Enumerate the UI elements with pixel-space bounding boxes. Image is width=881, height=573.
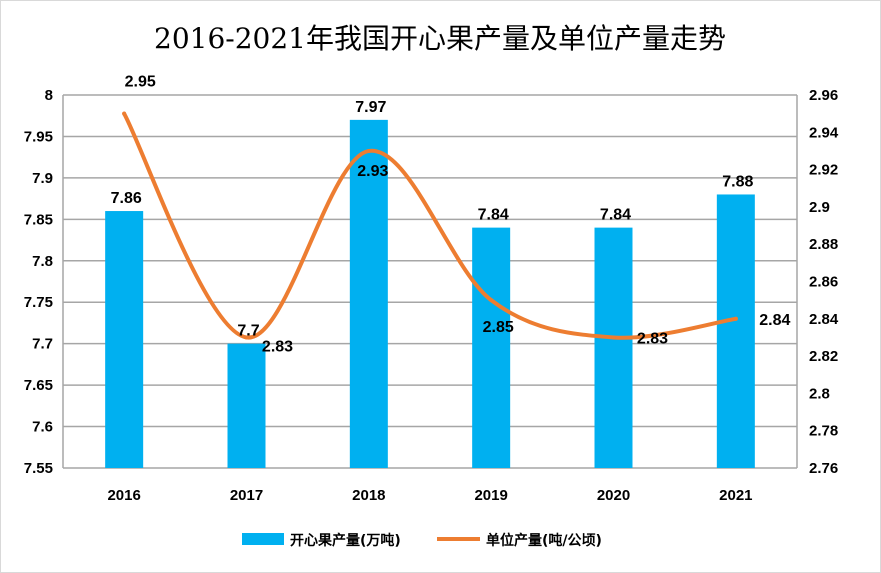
line-point-2017 (244, 335, 249, 340)
line-data-label: 2.84 (759, 312, 790, 329)
y-right-tick-label: 2.94 (809, 124, 839, 141)
y-right-tick-label: 2.96 (809, 87, 838, 104)
y-left-tick-label: 7.7 (32, 336, 53, 353)
y-right-tick-label: 2.92 (809, 162, 838, 179)
bar-data-label: 7.84 (600, 207, 631, 224)
y-left-tick-label: 7.55 (24, 460, 53, 477)
bar-data-label: 7.86 (111, 190, 142, 207)
line-point-2019 (489, 298, 494, 303)
y-left-tick-label: 8 (45, 87, 53, 104)
bar-2016 (105, 211, 144, 469)
y-right-tick-label: 2.78 (809, 423, 838, 440)
bar-2018 (349, 119, 388, 468)
line-data-label: 2.93 (357, 163, 388, 180)
y-left-tick-label: 7.9 (32, 170, 53, 187)
x-tick-label: 2021 (719, 487, 752, 504)
y-right-tick-label: 2.82 (809, 348, 838, 365)
line-point-2016 (122, 111, 127, 116)
x-tick-label: 2020 (597, 487, 630, 504)
y-left-tick-label: 7.75 (24, 294, 53, 311)
y-left-tick-label: 7.65 (24, 377, 53, 394)
line-data-label: 2.95 (125, 74, 156, 91)
legend-label-bar: 开心果产量(万吨) (290, 532, 401, 549)
bar-data-label: 7.84 (478, 207, 509, 224)
y-right-tick-label: 2.86 (809, 274, 838, 291)
legend: 开心果产量(万吨) 单位产量(吨/公顷) (242, 532, 602, 549)
bar-2021 (716, 194, 755, 468)
bar-data-label: 7.7 (237, 323, 259, 340)
line-point-2020 (611, 335, 616, 340)
y-left-tick-label: 7.8 (32, 253, 53, 270)
y-right-tick-label: 2.8 (809, 385, 830, 402)
chart-title: 2016-2021年我国开心果产量及单位产量走势 (154, 22, 726, 55)
x-tick-label: 2019 (474, 487, 507, 504)
bar-data-label: 7.97 (355, 99, 386, 116)
line-data-label: 2.83 (262, 338, 293, 355)
y-left-tick-label: 7.85 (24, 211, 53, 228)
y-right-tick-label: 2.84 (809, 311, 839, 328)
x-tick-label: 2017 (230, 487, 263, 504)
bar-2020 (594, 227, 633, 468)
bar-2017 (227, 343, 266, 468)
y-right-tick-label: 2.88 (809, 236, 838, 253)
line-data-label: 2.83 (637, 330, 668, 347)
x-tick-label: 2018 (352, 487, 385, 504)
x-tick-label: 2016 (107, 487, 140, 504)
bar-data-label: 7.88 (722, 173, 753, 190)
y-right-tick-label: 2.76 (809, 460, 838, 477)
legend-label-line: 单位产量(吨/公顷) (486, 532, 602, 549)
y-left-tick-label: 7.95 (24, 128, 53, 145)
y-right-tick-label: 2.9 (809, 199, 830, 216)
line-point-2018 (366, 148, 371, 153)
line-data-label: 2.85 (483, 319, 514, 336)
bar-2019 (472, 227, 511, 468)
line-point-2021 (733, 316, 738, 321)
y-left-tick-label: 7.6 (32, 419, 53, 436)
legend-swatch-bar (242, 533, 284, 545)
